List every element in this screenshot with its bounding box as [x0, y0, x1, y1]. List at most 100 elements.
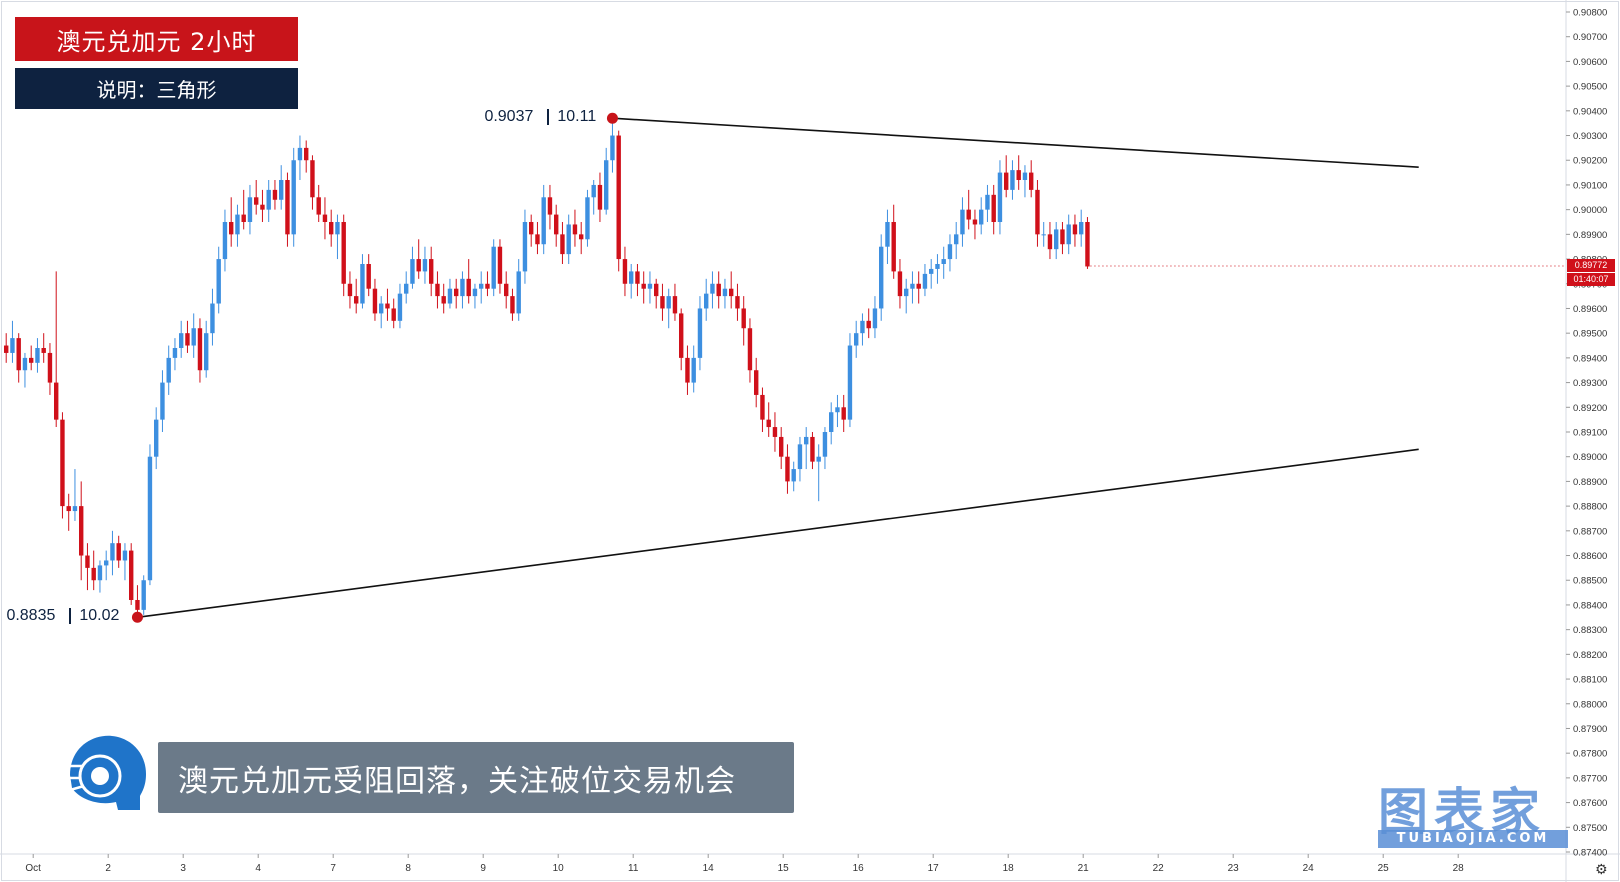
- candle: [397, 283, 403, 329]
- candle-body: [960, 209, 965, 235]
- candle-body: [766, 419, 771, 428]
- candle-body: [941, 259, 946, 264]
- candle-body: [1029, 172, 1034, 190]
- candle-body: [660, 296, 665, 309]
- candle: [647, 271, 653, 304]
- candle-body: [1085, 222, 1090, 267]
- candle: [235, 204, 240, 247]
- candle-body: [266, 189, 271, 210]
- candle-body: [547, 197, 553, 215]
- candle-body: [597, 184, 603, 210]
- price-tick-label: 0.89900: [1573, 230, 1607, 241]
- candle-body: [60, 419, 65, 507]
- price-axis[interactable]: 0.90800 0.90700 0.90600 0.90500 0.90400 0.903…: [1566, 8, 1607, 859]
- candle: [435, 271, 440, 309]
- candle-body: [929, 268, 934, 274]
- price-tick-label: 0.89500: [1573, 329, 1607, 340]
- candle: [466, 259, 471, 304]
- robot-head-icon: [60, 730, 152, 816]
- candle: [122, 543, 128, 581]
- candle-body: [22, 357, 28, 371]
- candle: [729, 271, 734, 309]
- time-tick-label: 21: [1078, 863, 1090, 874]
- candle-body: [247, 197, 253, 222]
- candle: [991, 184, 996, 235]
- candle-body: [516, 271, 521, 314]
- candle-body: [160, 382, 165, 420]
- candle: [547, 184, 553, 230]
- label-separator: [547, 109, 550, 125]
- candle-body: [291, 160, 296, 235]
- candle-body: [397, 293, 403, 321]
- candle-body: [235, 214, 240, 235]
- time-tick-label: 2: [105, 863, 111, 874]
- candle-body: [1079, 222, 1084, 235]
- candle-body: [466, 278, 471, 297]
- candle: [585, 189, 590, 247]
- candle: [654, 278, 659, 309]
- candle-body: [716, 283, 721, 297]
- high-value-text: 10.11: [557, 108, 597, 126]
- time-axis[interactable]: Oct 2 3 4 7 8 9 10 11 14 15 16 17 18 21 22 23 24 25 28: [25, 854, 1464, 874]
- candle-body: [654, 283, 659, 297]
- candle-body: [816, 456, 821, 462]
- candle: [179, 320, 184, 358]
- candle-body: [385, 303, 390, 309]
- candle: [129, 543, 134, 605]
- candle: [91, 550, 96, 591]
- candle: [147, 444, 153, 586]
- candle-body: [122, 550, 128, 561]
- time-tick-label: 25: [1378, 863, 1390, 874]
- label-separator: [69, 608, 72, 625]
- price-tick-label: 0.88600: [1573, 551, 1607, 562]
- candle-body: [854, 333, 859, 346]
- candle-body: [510, 296, 515, 314]
- candle: [891, 204, 896, 279]
- candle: [141, 575, 146, 615]
- candle: [272, 180, 278, 210]
- candle-body: [166, 357, 171, 383]
- candle-body: [347, 283, 353, 297]
- candle-body: [1066, 224, 1071, 245]
- candle: [779, 427, 784, 470]
- price-tick-label: 0.89000: [1573, 452, 1607, 463]
- trendline-lower[interactable]: [137, 448, 1419, 619]
- candle-body: [79, 506, 84, 556]
- candle: [341, 214, 346, 297]
- countdown-tag: 01:40:07: [1567, 272, 1615, 286]
- candle: [335, 214, 340, 260]
- watermark-logo: 图表家 TUBIAOJIA.COM: [1378, 772, 1568, 852]
- candle: [4, 333, 9, 363]
- candle-body: [697, 308, 703, 358]
- price-tick-label: 0.89300: [1573, 378, 1607, 389]
- candle: [97, 560, 103, 593]
- candle: [1085, 217, 1090, 269]
- candle: [216, 246, 221, 314]
- candle-body: [472, 288, 478, 297]
- candle: [685, 345, 690, 395]
- candle-body: [797, 444, 803, 470]
- trendline-upper[interactable]: [612, 117, 1419, 168]
- candle: [691, 345, 696, 393]
- candle-body: [210, 303, 215, 334]
- candle: [816, 444, 821, 502]
- candle: [954, 222, 959, 260]
- candle-body: [1054, 229, 1059, 250]
- candle: [572, 209, 578, 247]
- candle: [1022, 165, 1028, 198]
- settings-gear-icon[interactable]: ⚙: [1595, 862, 1608, 878]
- candle: [172, 338, 178, 371]
- candle-body: [604, 160, 609, 210]
- candle: [210, 288, 215, 346]
- candle-body: [897, 271, 903, 297]
- candle-body: [616, 135, 621, 260]
- price-tick-label: 0.88100: [1573, 675, 1607, 686]
- candle-body: [154, 419, 159, 457]
- candle: [535, 222, 540, 255]
- candle: [897, 259, 903, 309]
- candle-body: [635, 271, 640, 284]
- time-tick-label: Oct: [25, 863, 41, 874]
- candle-body: [454, 288, 459, 297]
- price-tick-label: 0.88700: [1573, 526, 1607, 537]
